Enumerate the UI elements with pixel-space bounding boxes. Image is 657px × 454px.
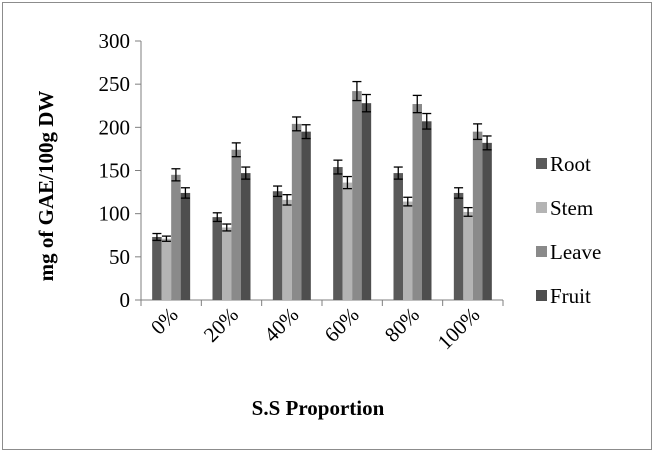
bar-root [333,167,343,300]
legend-swatch-root [536,158,547,169]
legend: Root Stem Leave Fruit [536,152,601,308]
bar-leave [231,149,241,300]
y-tick-label: 200 [99,115,131,139]
y-tick-label: 100 [99,202,131,226]
bar-root [393,173,403,300]
y-tick-label: 50 [109,245,130,269]
bar-leave [472,131,483,300]
y-axis-label: mg of GAE/100g DW [34,91,58,282]
bar-chart: 0 50 100 150 200 250 300 0% 20% 40% 60% 80% 100% mg… [34,29,601,420]
bar-stem [222,227,232,300]
x-tick-label: 40% [259,303,303,347]
bar-stem [342,182,353,300]
bar-leave [412,104,422,300]
chart-frame: 0 50 100 150 200 250 300 0% 20% 40% 60% 80% 100% mg… [2,2,652,450]
x-tick-label: 0% [146,303,183,340]
y-tick-label: 250 [99,72,131,96]
error-bars [152,80,492,242]
y-tick-label: 300 [99,29,131,53]
legend-label-stem: Stem [550,196,593,220]
bar-leave [171,174,181,300]
bars [152,91,492,300]
y-tick-label: 0 [120,288,131,312]
y-tick-label: 150 [99,159,131,183]
legend-label-root: Root [550,152,591,176]
bar-root [212,217,222,300]
bar-root [152,236,162,300]
bar-root [272,191,283,300]
bar-stem [463,211,473,300]
bar-stem [282,199,292,300]
bar-fruit [422,121,432,300]
x-tick-label: 60% [320,303,364,347]
x-axis-label: S.S Proportion [252,396,385,420]
legend-label-leave: Leave [550,240,601,264]
bar-stem [403,201,413,300]
y-axis: 0 50 100 150 200 250 300 [99,29,142,312]
legend-swatch-fruit [536,290,547,301]
bar-leave [291,123,302,300]
x-tick-label: 80% [380,303,424,347]
x-tick-label: 100% [433,303,485,355]
bar-fruit [361,103,372,300]
bar-fruit [241,173,251,300]
x-tick-label: 20% [199,303,243,347]
bar-root [453,192,464,300]
bar-fruit [180,192,191,300]
bar-fruit [482,142,492,300]
x-axis: 0% 20% 40% 60% 80% 100% [140,299,504,355]
bar-leave [352,91,362,300]
legend-swatch-leave [536,246,547,257]
legend-swatch-stem [536,202,547,213]
bar-stem [161,238,172,300]
legend-label-fruit: Fruit [550,284,591,308]
bar-fruit [301,131,311,300]
